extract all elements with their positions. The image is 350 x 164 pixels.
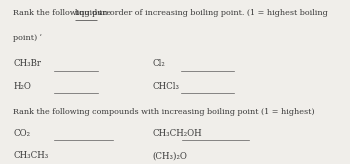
Text: CH₃CH₂OH: CH₃CH₂OH xyxy=(152,129,202,138)
Text: in order of increasing boiling point. (1 = highest boiling: in order of increasing boiling point. (1… xyxy=(97,10,328,17)
Text: Rank the following pure: Rank the following pure xyxy=(13,10,114,17)
Text: point) ʹ: point) ʹ xyxy=(13,34,42,42)
Text: CHCl₃: CHCl₃ xyxy=(152,82,179,91)
Text: Cl₂: Cl₂ xyxy=(152,59,165,68)
Text: liquids: liquids xyxy=(75,10,103,17)
Text: CH₃CH₃: CH₃CH₃ xyxy=(13,151,49,160)
Text: CH₃Br: CH₃Br xyxy=(13,59,41,68)
Text: H₂O: H₂O xyxy=(13,82,31,91)
Text: CO₂: CO₂ xyxy=(13,129,30,138)
Text: Rank the following compounds with increasing boiling point (1 = highest): Rank the following compounds with increa… xyxy=(13,108,315,116)
Text: (CH₃)₂O: (CH₃)₂O xyxy=(152,151,187,160)
